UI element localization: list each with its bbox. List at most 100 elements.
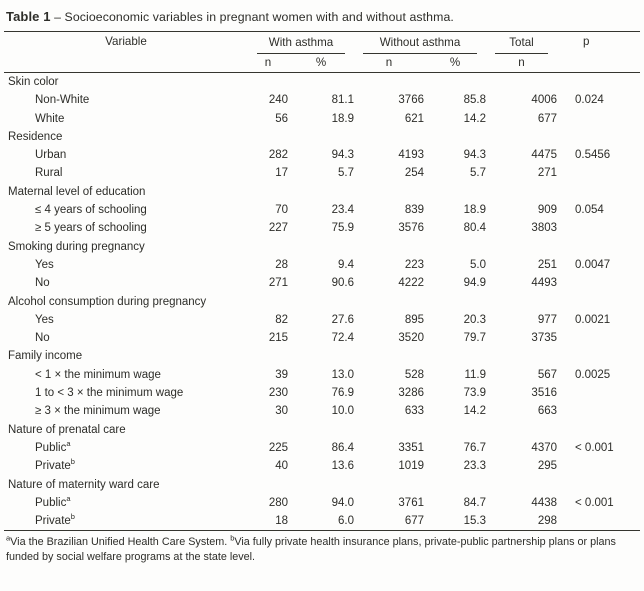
p-value-cell — [557, 238, 640, 256]
value-cell: 4370 — [531, 441, 558, 454]
value-cell: 80.4 — [463, 222, 487, 235]
footnote: aVia the Brazilian Unified Health Care S… — [6, 535, 638, 564]
value-cell: 295 — [537, 460, 558, 473]
table-row: Publica 225 86.4 3351 76.7 4370 < 0.001 — [4, 439, 640, 457]
value-cell: 14.2 — [463, 112, 487, 125]
value-cell — [288, 293, 354, 311]
subheader-n-with: n — [264, 56, 272, 69]
value-cell: 94.3 — [331, 149, 354, 162]
value-cell: 9.4 — [338, 258, 354, 271]
value-cell: 39 — [275, 368, 288, 381]
group-row: Maternal level of education — [4, 183, 640, 201]
value-cell: 82 — [275, 313, 288, 326]
table-row: ≥ 3 × the minimum wage 30 10.0 633 14.2 663 — [4, 402, 640, 420]
p-value-cell — [557, 329, 640, 347]
value-cell: 5.0 — [470, 258, 487, 271]
value-cell — [288, 476, 354, 494]
value-cell: 18.9 — [331, 112, 354, 125]
table-row: White 56 18.9 621 14.2 677 — [4, 110, 640, 128]
group-row: Nature of maternity ward care — [4, 476, 640, 494]
value-cell: 3766 — [398, 94, 424, 107]
p-value-cell: 0.024 — [575, 94, 604, 107]
value-cell — [248, 421, 288, 439]
p-value-cell — [557, 110, 640, 128]
table-row: Urban 282 94.3 4193 94.3 4475 0.5456 — [4, 146, 640, 164]
value-cell: 240 — [268, 94, 288, 107]
value-cell: 27.6 — [331, 313, 354, 326]
title-separator: – — [54, 10, 62, 24]
variable-label: ≥ 3 × the minimum wage — [35, 405, 161, 418]
value-cell: 72.4 — [331, 332, 354, 345]
group-row: Nature of prenatal care — [4, 421, 640, 439]
value-cell: 23.4 — [331, 204, 354, 217]
value-cell: 3520 — [398, 332, 424, 345]
value-cell: 271 — [537, 167, 558, 180]
value-cell — [248, 238, 288, 256]
value-cell: 271 — [268, 277, 288, 290]
value-cell — [248, 73, 288, 92]
superscript-marker: a — [66, 439, 71, 449]
value-cell — [354, 476, 424, 494]
value-cell: 94.0 — [331, 496, 354, 509]
column-group-with-asthma: With asthma — [248, 32, 354, 54]
value-cell — [424, 128, 486, 146]
value-cell: 3803 — [531, 222, 558, 235]
variable-label: Nature of prenatal care — [8, 423, 126, 436]
value-cell: 3286 — [398, 387, 424, 400]
variable-label: Yes — [35, 258, 54, 271]
variable-label: < 1 × the minimum wage — [35, 368, 161, 381]
variable-label: ≤ 4 years of schooling — [35, 204, 147, 217]
value-cell — [354, 73, 424, 92]
value-cell — [248, 476, 288, 494]
superscript-marker: a — [66, 494, 71, 503]
table-row: Privateb 18 6.0 677 15.3 298 — [4, 512, 640, 531]
value-cell: 528 — [404, 368, 424, 381]
value-cell: 73.9 — [463, 387, 487, 400]
value-cell — [354, 421, 424, 439]
socioeconomic-table: Variable With asthma Without asthma Tota… — [4, 31, 641, 532]
value-cell: 254 — [404, 167, 424, 180]
value-cell: 86.4 — [331, 441, 354, 454]
p-value-cell — [557, 164, 640, 182]
variable-label: Smoking during pregnancy — [8, 240, 145, 253]
value-cell — [354, 347, 424, 365]
p-value-cell: < 0.001 — [575, 496, 614, 509]
variable-label: Residence — [8, 130, 63, 143]
value-cell: 94.3 — [463, 149, 487, 162]
variable-label: Nature of maternity ward care — [8, 478, 160, 491]
subheader-n-total: n — [518, 56, 525, 69]
p-value-cell — [557, 457, 640, 475]
value-cell — [424, 73, 486, 92]
value-cell: 282 — [268, 149, 288, 162]
value-cell — [424, 347, 486, 365]
table-row: Yes 28 9.4 223 5.0 251 0.0047 — [4, 256, 640, 274]
value-cell — [354, 293, 424, 311]
value-cell — [248, 347, 288, 365]
value-cell: 4193 — [398, 149, 424, 162]
value-cell: 3576 — [398, 222, 424, 235]
title-text: Socioeconomic variables in pregnant wome… — [64, 10, 454, 24]
value-cell — [288, 73, 354, 92]
table-row: No 271 90.6 4222 94.9 4493 — [4, 274, 640, 292]
table-row: No 215 72.4 3520 79.7 3735 — [4, 329, 640, 347]
p-value-cell: 0.0025 — [575, 368, 611, 381]
superscript-marker: b — [70, 457, 75, 467]
value-cell — [354, 128, 424, 146]
value-cell: 223 — [404, 258, 424, 271]
value-cell: 4438 — [531, 496, 558, 509]
value-cell: 13.6 — [331, 460, 354, 473]
value-cell: 75.9 — [331, 222, 354, 235]
variable-label: Publica — [35, 439, 71, 454]
value-cell: 76.7 — [463, 441, 487, 454]
value-cell — [248, 293, 288, 311]
value-cell — [288, 347, 354, 365]
value-cell: 70 — [275, 204, 288, 217]
value-cell: 280 — [268, 496, 288, 509]
value-cell: 3351 — [398, 441, 424, 454]
p-value-cell: < 0.001 — [575, 441, 614, 454]
table-row: Yes 82 27.6 895 20.3 977 0.0021 — [4, 311, 640, 329]
p-value-cell: 0.054 — [575, 204, 604, 217]
variable-label: Alcohol consumption during pregnancy — [8, 295, 207, 308]
value-cell — [424, 476, 486, 494]
table-header: Variable With asthma Without asthma Tota… — [4, 32, 641, 73]
